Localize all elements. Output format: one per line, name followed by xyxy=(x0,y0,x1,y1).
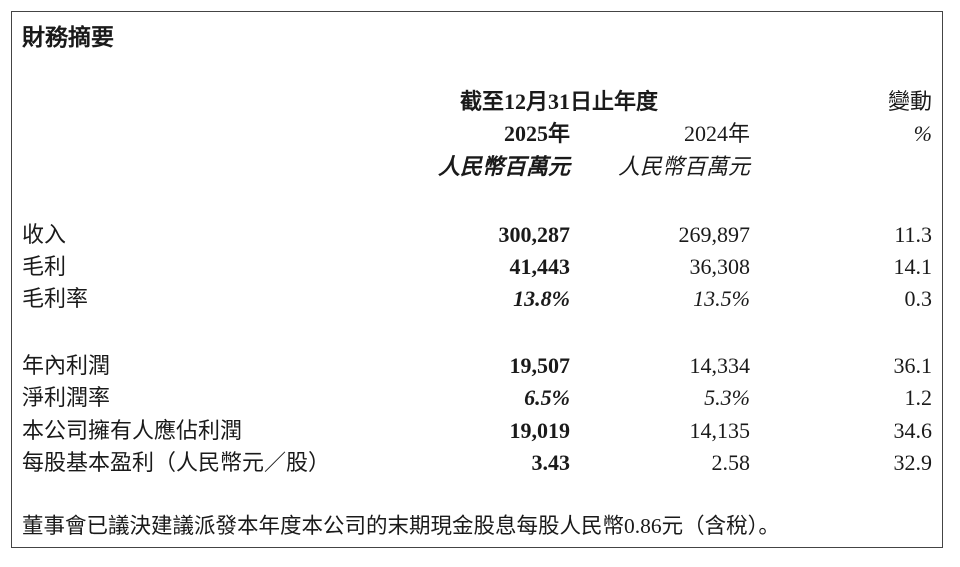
value-current: 41,443 xyxy=(509,254,571,279)
period-header: 截至12月31日止年度 xyxy=(460,89,659,114)
value-change: 1.2 xyxy=(904,385,933,410)
value-current: 6.5% xyxy=(524,385,570,410)
value-prior: 14,334 xyxy=(689,353,751,378)
unit-prior-header: 人民幣百萬元 xyxy=(617,154,750,179)
row-label: 每股基本盈利（人民幣元／股） xyxy=(22,450,331,475)
row-label: 毛利 xyxy=(22,254,67,279)
value-change: 34.6 xyxy=(893,418,933,443)
summary-box xyxy=(11,11,943,548)
section-title: 財務摘要 xyxy=(22,25,114,50)
value-prior: 2.58 xyxy=(711,450,751,475)
value-current: 19,507 xyxy=(509,353,571,378)
row-label: 淨利潤率 xyxy=(22,385,111,410)
row-label: 年內利潤 xyxy=(22,353,111,378)
value-change: 0.3 xyxy=(904,286,933,311)
row-label: 本公司擁有人應佔利潤 xyxy=(22,418,243,443)
row-label: 毛利率 xyxy=(22,286,89,311)
value-prior: 36,308 xyxy=(689,254,751,279)
value-change: 32.9 xyxy=(893,450,933,475)
unit-current-header: 人民幣百萬元 xyxy=(437,154,570,179)
change-header: 變動 xyxy=(887,89,932,114)
value-change: 11.3 xyxy=(894,222,932,247)
dividend-footnote: 董事會已議決建議派發本年度本公司的末期現金股息每股人民幣0.86元（含稅）。 xyxy=(22,514,780,538)
value-prior: 13.5% xyxy=(693,286,750,311)
value-prior: 5.3% xyxy=(704,385,750,410)
value-current: 13.8% xyxy=(513,286,570,311)
value-current: 19,019 xyxy=(509,418,571,443)
value-prior: 269,897 xyxy=(678,222,751,247)
row-label: 收入 xyxy=(22,222,67,247)
value-prior: 14,135 xyxy=(689,418,751,443)
change-unit-header: % xyxy=(913,121,932,146)
value-current: 300,287 xyxy=(498,222,571,247)
year-prior-header: 2024年 xyxy=(683,121,750,146)
value-change: 14.1 xyxy=(893,254,933,279)
year-current-header: 2025年 xyxy=(503,121,570,146)
value-change: 36.1 xyxy=(893,353,933,378)
value-current: 3.43 xyxy=(531,450,571,475)
